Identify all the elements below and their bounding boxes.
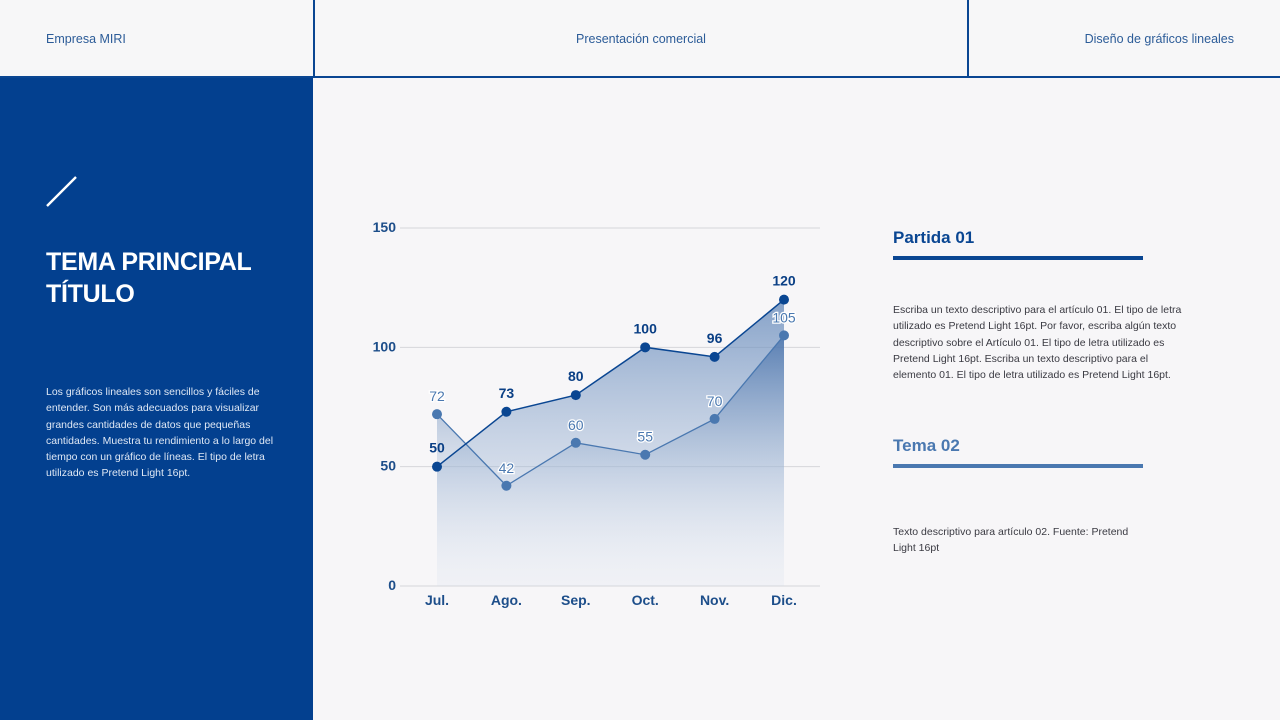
line-chart: 0 50 100 150 72 42 60 55 70 105 50 73 80 100 96 120 Jul.…	[373, 219, 820, 608]
series-2-point	[779, 330, 789, 341]
x-tick-label: Ago.	[491, 592, 522, 608]
series-1-value-label: 100	[634, 320, 658, 336]
series-2-point	[709, 413, 720, 424]
main-title: TEMA PRINCIPAL TÍTULO	[46, 246, 296, 310]
series-2-value-label: 55	[637, 429, 653, 445]
x-tick-label: Sep.	[561, 592, 591, 608]
section-rule	[893, 464, 1143, 468]
y-tick-label: 0	[388, 577, 396, 593]
series-2-value-label: 105	[772, 309, 796, 325]
main-title-line1: TEMA PRINCIPAL	[46, 248, 252, 276]
series-2-value-label: 60	[568, 417, 584, 433]
series-2-value-label: 70	[707, 393, 723, 409]
series-1-point	[709, 351, 720, 362]
section-title: Tema 02	[893, 436, 960, 455]
slash-icon	[46, 176, 77, 207]
series-1-point	[501, 406, 512, 417]
series-2-point	[640, 449, 651, 460]
x-tick-label: Nov.	[700, 592, 729, 608]
header-subject: Diseño de gráficos lineales	[967, 0, 1280, 78]
series-2-point	[570, 437, 581, 448]
series-1-value-label: 80	[568, 368, 584, 384]
header-presentation: Presentación comercial	[313, 0, 967, 78]
section-text: Escriba un texto descriptivo para el art…	[893, 304, 1182, 382]
section-title: Partida 01	[893, 228, 975, 247]
series-2-area	[437, 335, 784, 586]
sidebar-panel: TEMA PRINCIPAL TÍTULO Los gráficos linea…	[0, 78, 313, 720]
y-tick-label: 150	[373, 219, 397, 235]
section-partida-01: Partida 01 Escriba un texto descriptivo …	[893, 228, 1193, 383]
header-company: Empresa MIRI	[46, 32, 126, 46]
series-1-value-label: 50	[429, 440, 445, 456]
series-2-point	[501, 480, 512, 491]
series-2-line	[436, 334, 785, 487]
x-tick-label: Oct.	[632, 592, 659, 608]
series-2-value-label: 72	[429, 388, 445, 404]
series-1-point	[432, 461, 442, 472]
y-tick-label: 50	[380, 458, 396, 474]
main-title-line2: TÍTULO	[46, 280, 135, 308]
series-1-point	[640, 342, 651, 353]
header-bar: Empresa MIRI Presentación comercial Dise…	[0, 0, 1280, 78]
series-2-value-label: 42	[499, 460, 515, 476]
x-tick-label: Jul.	[425, 592, 449, 608]
series-1-point	[570, 390, 581, 401]
y-tick-label: 100	[373, 338, 397, 354]
series-1-point	[779, 294, 789, 305]
x-tick-label: Dic.	[771, 592, 797, 608]
series-1-value-label: 73	[499, 385, 515, 401]
series-1-value-label: 96	[707, 330, 723, 346]
section-text: Texto descriptivo para artículo 02. Fuen…	[893, 526, 1129, 555]
section-rule	[893, 256, 1143, 260]
series-1-value-label: 120	[772, 273, 796, 289]
series-2-point	[432, 409, 442, 420]
sidebar-description: Los gráficos lineales son sencillos y fá…	[46, 386, 274, 480]
series-1-line	[436, 299, 785, 468]
section-tema-02: Tema 02 Texto descriptivo para artículo …	[893, 436, 1153, 557]
